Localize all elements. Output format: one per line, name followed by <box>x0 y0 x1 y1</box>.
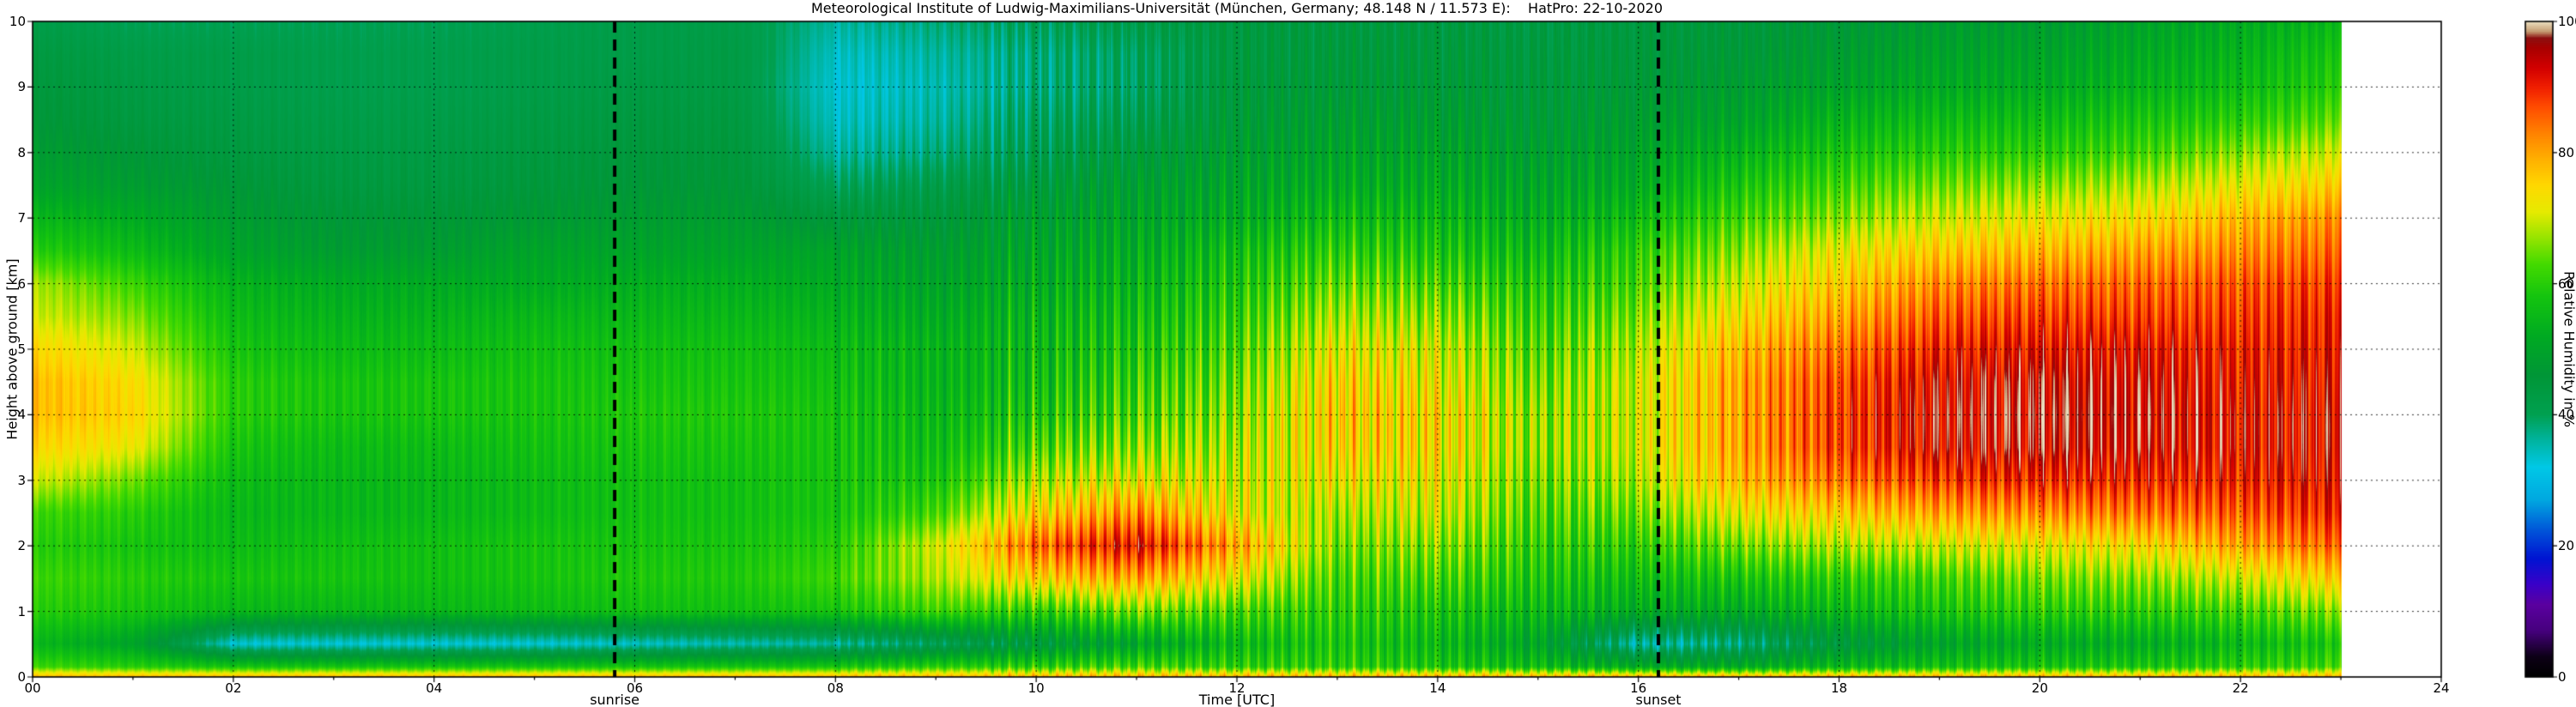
x-tick-label: 00 <box>24 680 41 696</box>
y-tick-label: 7 <box>17 210 26 227</box>
plot-title: Meteorological Institute of Ludwig-Maxim… <box>810 0 1664 16</box>
y-tick-label: 2 <box>17 538 26 554</box>
x-tick-label: 10 <box>1027 680 1045 696</box>
x-tick-label: 14 <box>1429 680 1446 696</box>
sunrise-label: sunrise <box>590 692 640 707</box>
colorbar-tick-label: 40 <box>2558 407 2575 423</box>
colorbar-tick-label: 80 <box>2558 144 2575 160</box>
colorbar-tick-label: 20 <box>2558 538 2575 554</box>
colorbar-tick-label: 0 <box>2558 669 2567 685</box>
sunset-label: sunset <box>1635 692 1682 707</box>
x-tick-label: 04 <box>426 680 443 696</box>
x-tick-label: 02 <box>225 680 242 696</box>
colorbar-tick-label: 60 <box>2558 275 2575 292</box>
x-tick-label: 22 <box>2232 680 2249 696</box>
y-tick-label: 5 <box>17 341 26 357</box>
y-tick-label: 9 <box>17 79 26 95</box>
x-tick-label: 20 <box>2031 680 2048 696</box>
x-axis-label: Time [UTC] <box>1198 692 1276 707</box>
y-tick-label: 1 <box>17 603 26 619</box>
colorbar-label: Relative Humidity in % <box>2561 270 2576 428</box>
y-tick-label: 0 <box>17 669 26 685</box>
x-tick-label: 16 <box>1630 680 1647 696</box>
y-tick-label: 8 <box>17 144 26 160</box>
y-tick-label: 10 <box>9 14 26 29</box>
x-tick-label: 12 <box>1228 680 1246 696</box>
y-tick-label: 3 <box>17 472 26 488</box>
colorbar-tick-label: 100 <box>2558 14 2576 29</box>
x-tick-label: 08 <box>827 680 844 696</box>
y-tick-label: 4 <box>17 407 26 423</box>
x-tick-label: 24 <box>2433 680 2450 696</box>
y-tick-label: 6 <box>17 275 26 292</box>
x-tick-label: 06 <box>626 680 644 696</box>
x-tick-label: 18 <box>1830 680 1848 696</box>
